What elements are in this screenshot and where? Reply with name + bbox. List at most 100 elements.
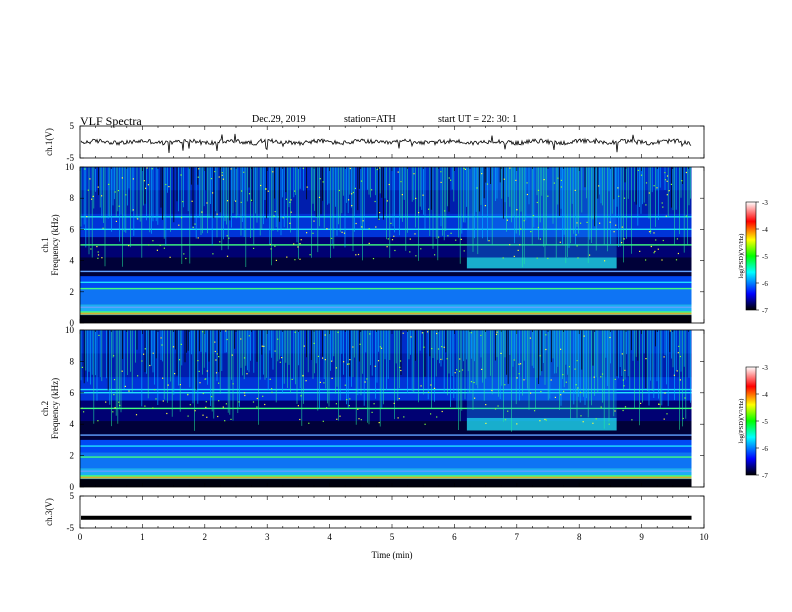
spectral-speckle	[160, 337, 162, 339]
spectral-speckle	[443, 346, 445, 348]
spectral-speckle	[495, 333, 498, 335]
spectral-speckle	[338, 189, 340, 192]
spectral-speckle	[274, 211, 276, 213]
spectral-speckle	[532, 215, 535, 217]
spectral-speckle	[113, 379, 116, 381]
spectral-speckle	[194, 223, 196, 225]
spectral-speckle	[577, 387, 579, 389]
spectral-speckle	[459, 370, 461, 372]
spectral-speckle	[115, 220, 117, 222]
spectral-speckle	[684, 397, 686, 399]
spectral-speckle	[143, 353, 145, 355]
x-tick-label: 1	[140, 532, 145, 542]
spectral-speckle	[230, 168, 232, 170]
y-tick-label: 10	[65, 162, 75, 172]
spectral-speckle	[653, 185, 655, 187]
spectral-speckle	[515, 179, 517, 181]
spectral-speckle	[152, 352, 154, 354]
spectral-speckle	[562, 374, 564, 376]
tone-line	[80, 311, 692, 313]
spectral-speckle	[231, 354, 233, 356]
spectral-speckle	[433, 387, 436, 389]
x-tick-label: 9	[639, 532, 644, 542]
spectral-speckle	[246, 373, 248, 375]
spectral-speckle	[309, 254, 311, 256]
spectral-speckle	[413, 173, 415, 175]
spectral-speckle	[221, 172, 223, 174]
spectral-speckle	[228, 237, 230, 239]
spectral-speckle	[544, 418, 546, 421]
spectral-speckle	[463, 250, 465, 252]
spectral-speckle	[526, 182, 528, 184]
spectral-speckle	[409, 251, 411, 253]
spectral-speckle	[640, 174, 643, 176]
spectral-speckle	[440, 181, 442, 183]
spectral-speckle	[504, 384, 506, 386]
spectral-speckle	[574, 368, 576, 370]
spectral-speckle	[560, 179, 562, 181]
spectral-speckle	[128, 390, 130, 392]
spectral-speckle	[438, 236, 440, 238]
spectral-speckle	[402, 332, 404, 334]
spectral-speckle	[282, 217, 284, 219]
spectral-speckle	[262, 395, 264, 397]
spectral-speckle	[500, 352, 502, 354]
spectral-speckle	[167, 384, 169, 386]
spectral-speckle	[675, 259, 678, 261]
spectral-speckle	[513, 359, 515, 361]
spectral-speckle	[212, 253, 214, 255]
spectral-speckle	[575, 384, 577, 386]
spectral-speckle	[444, 210, 446, 212]
spectral-speckle	[623, 197, 626, 199]
spectral-speckle	[576, 360, 578, 362]
spectral-speckle	[263, 345, 265, 347]
spectral-speckle	[217, 415, 219, 418]
spectral-speckle	[421, 332, 423, 334]
spectral-speckle	[216, 213, 218, 215]
spectral-speckle	[410, 336, 412, 338]
spectral-speckle	[226, 338, 228, 341]
spectral-speckle	[516, 423, 518, 425]
spectral-speckle	[373, 403, 375, 405]
spectral-speckle	[101, 257, 103, 259]
spectral-speckle	[441, 346, 443, 348]
spectral-speckle	[595, 418, 597, 420]
colorbar-label: log(PSD)(V²/Hz)	[738, 399, 745, 444]
spectral-speckle	[440, 171, 442, 173]
spectral-speckle	[520, 363, 522, 365]
spectral-speckle	[679, 355, 681, 358]
spectral-speckle	[539, 355, 541, 357]
spectral-speckle	[291, 378, 293, 380]
y-tick-label: -5	[67, 153, 75, 163]
spectral-speckle	[509, 244, 511, 246]
spectral-speckle	[374, 200, 376, 203]
spectral-speckle	[509, 167, 511, 169]
spectral-speckle	[519, 244, 521, 246]
spectral-speckle	[313, 342, 315, 344]
spectral-speckle	[664, 172, 666, 174]
spectral-speckle	[339, 415, 341, 417]
chorus-emission	[466, 417, 617, 431]
date-label: Dec.29, 2019	[252, 114, 306, 125]
x-tick-label: 7	[515, 532, 520, 542]
colorbar-tick-label: -5	[762, 253, 768, 261]
spectral-speckle	[163, 247, 165, 249]
spectral-speckle	[557, 177, 559, 179]
colorbar	[745, 201, 757, 311]
spectral-speckle	[400, 181, 402, 183]
spectral-speckle	[371, 189, 373, 191]
spectral-speckle	[554, 396, 556, 398]
y-tick-label: 6	[70, 224, 75, 234]
chorus-emission	[466, 257, 617, 269]
spectral-speckle	[199, 382, 201, 384]
no-data-region	[691, 167, 704, 323]
spectral-speckle	[530, 231, 532, 233]
spectral-speckle	[293, 243, 295, 245]
tone-line	[80, 228, 692, 230]
spectral-speckle	[631, 419, 633, 421]
spectral-speckle	[348, 405, 350, 407]
spectral-speckle	[372, 258, 375, 260]
x-tick-label: 3	[265, 532, 270, 542]
spectral-speckle	[335, 367, 337, 369]
